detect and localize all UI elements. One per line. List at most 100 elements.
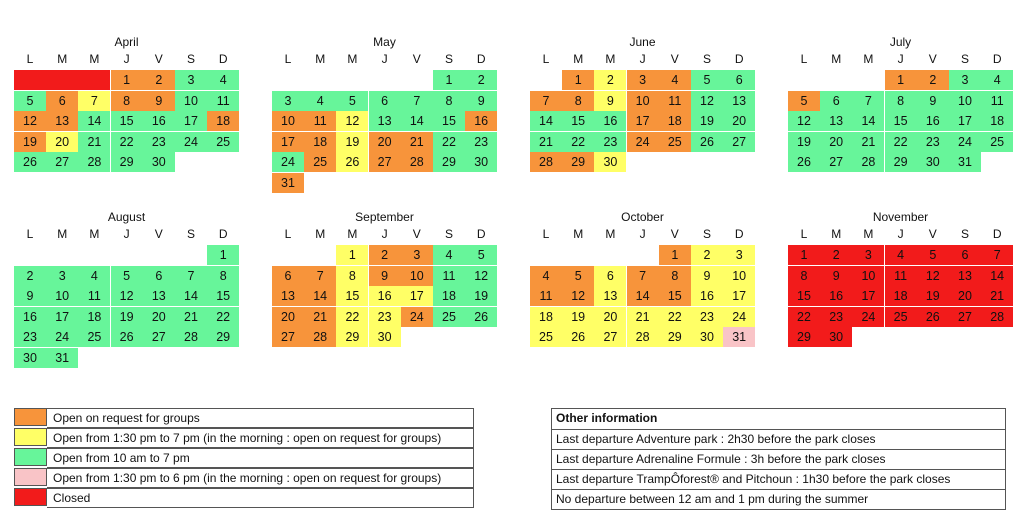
day-cell: 15: [562, 111, 595, 131]
day-cell: 25: [304, 152, 337, 172]
day-cell: 15: [433, 111, 465, 131]
day-cell: 17: [272, 131, 304, 152]
day-cell: 29: [336, 327, 369, 347]
legend-label: Open on request for groups: [47, 408, 474, 428]
day-cell: 15: [110, 111, 143, 131]
day-cell: 9: [691, 265, 723, 286]
day-cell: 14: [530, 111, 562, 131]
legend-swatch-red: [14, 488, 47, 506]
month-september: September L M M J V S D 1 2 3 4 5 6 7 8 9 10 11 12 13 14 15 16 1…: [272, 210, 498, 380]
day-cell: 2: [691, 245, 723, 265]
day-cell: 26: [110, 327, 143, 347]
day-cell: 3: [400, 245, 433, 265]
day-cell: 27: [368, 152, 401, 172]
legend-row: Open on request for groups: [14, 408, 474, 428]
day-cell: 8: [658, 265, 691, 286]
day-cell: 7: [175, 265, 207, 286]
day-cell: 6: [142, 265, 175, 286]
weekday-header: M: [347, 52, 358, 66]
weekday-header: M: [863, 52, 874, 66]
day-cell: 27: [46, 152, 79, 172]
weekday-header: S: [186, 52, 195, 66]
weekday-header: M: [57, 227, 68, 241]
day-cell: 8: [433, 90, 465, 111]
weekday-header: S: [702, 52, 711, 66]
day-cell: 12: [788, 111, 820, 131]
day-cell: 9: [916, 90, 949, 111]
weekday-header: J: [123, 52, 130, 66]
day-cell: 31: [46, 347, 79, 368]
day-cell: 1: [433, 70, 465, 90]
month-title: August: [107, 210, 146, 224]
day-cell: 1: [207, 245, 240, 265]
month-title: October: [621, 210, 664, 224]
day-cell: 10: [723, 265, 756, 286]
day-cell: 29: [207, 327, 240, 347]
day-cell: 7: [626, 265, 659, 286]
day-cell: 23: [368, 306, 401, 327]
day-cell: 30: [820, 327, 853, 347]
day-cell: 26: [691, 131, 723, 152]
weekday-header: J: [639, 52, 646, 66]
day-cell: 5: [14, 90, 46, 111]
day-cell: 25: [884, 306, 917, 327]
day-cell: 16: [691, 286, 723, 306]
day-cell: 9: [368, 265, 401, 286]
day-cell: 13: [820, 111, 853, 131]
day-cell: 19: [336, 131, 369, 152]
legend-swatch-pink: [14, 468, 47, 486]
day-cell: 14: [175, 286, 207, 306]
day-cell: 17: [949, 111, 981, 131]
day-cell: 7: [981, 245, 1014, 265]
day-cell: 30: [691, 327, 723, 347]
day-cell: 2: [142, 70, 175, 90]
info-line: No departure between 12 am and 1 pm duri…: [552, 489, 1005, 509]
day-cell: 4: [433, 245, 465, 265]
day-cell: 22: [336, 306, 369, 327]
day-cell: 9: [594, 90, 627, 111]
day-cell: 18: [658, 111, 691, 131]
legend-label: Open from 10 am to 7 pm: [47, 448, 474, 468]
day-cell: 26: [336, 152, 369, 172]
weekday-header: J: [639, 227, 646, 241]
day-cell: 8: [562, 90, 595, 111]
weekday-header: V: [928, 227, 937, 241]
day-cell: 28: [78, 152, 111, 172]
day-cell: 10: [852, 265, 885, 286]
day-cell: 28: [175, 327, 207, 347]
info-line: Last departure TrampÔforest® and Pitchou…: [552, 469, 1005, 489]
day-cell: 20: [723, 111, 756, 131]
day-cell: 3: [626, 70, 659, 90]
weekday-header: L: [284, 227, 292, 241]
day-cell: 7: [78, 90, 111, 111]
day-cell: 20: [949, 286, 981, 306]
day-cell: 17: [46, 306, 79, 327]
legend-row: Open from 1:30 pm to 7 pm (in the mornin…: [14, 428, 474, 448]
weekday-header: J: [897, 227, 904, 241]
day-cell: 15: [207, 286, 240, 306]
day-cell: 4: [304, 90, 337, 111]
day-cell: 26: [562, 327, 595, 347]
day-cell: 15: [336, 286, 369, 306]
day-cell: 11: [304, 111, 337, 131]
weekday-header: S: [960, 227, 969, 241]
day-cell: 26: [788, 152, 820, 172]
day-cell: 25: [78, 327, 111, 347]
day-cell: 5: [788, 90, 820, 111]
day-cell: 23: [691, 306, 723, 327]
day-cell: 30: [594, 152, 627, 172]
day-cell: 25: [530, 327, 562, 347]
day-cell: 27: [272, 327, 304, 347]
day-cell: 28: [981, 306, 1014, 327]
weekday-header: D: [992, 52, 1002, 66]
day-cell: 13: [46, 111, 79, 131]
day-cell: 24: [723, 306, 756, 327]
day-cell: 13: [368, 111, 401, 131]
day-cell: 14: [400, 111, 433, 131]
day-cell: 10: [400, 265, 433, 286]
month-april: April L M M J V S D 1 2 3 4 5 6 7 8 9 10 11 12 13 14 15 16 17 18 1…: [14, 35, 240, 205]
weekday-header: M: [573, 52, 584, 66]
day-cell: 27: [142, 327, 175, 347]
legend-swatch-orange: [14, 408, 47, 426]
day-cell: 13: [723, 90, 756, 111]
